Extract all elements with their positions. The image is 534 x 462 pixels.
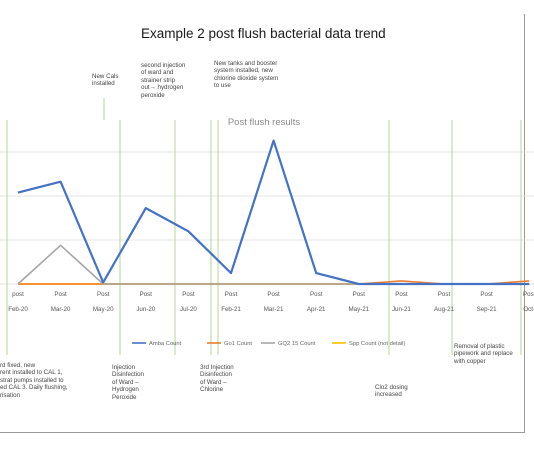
x-tick-label: Jun-20 xyxy=(136,306,155,313)
x-tick-label: Feb-21 xyxy=(221,306,241,313)
x-tick-label: Oct- xyxy=(523,306,534,313)
x-tick-label: Post xyxy=(523,291,534,298)
chart-frame xyxy=(0,14,525,433)
x-tick-label: Post xyxy=(54,291,67,298)
x-axis-ticks: post Feb-20 Post Mar-20 Post May-20 Post Jun-20… xyxy=(8,291,534,313)
bottom-annotation: Removal of plastic pipework and replace … xyxy=(454,343,513,365)
x-tick-label: Post xyxy=(225,291,238,298)
event-markers xyxy=(6,98,522,355)
legend: Amba Count Go1 Count GQ2 15 Count Spp Count… xyxy=(132,341,405,347)
gridlines xyxy=(0,151,534,285)
x-tick-label: Aug-21 xyxy=(434,306,455,313)
x-tick-label: Feb-20 xyxy=(8,306,28,313)
bottom-annotation: Injection Disinfection of Ward – Hydroge… xyxy=(112,364,144,401)
x-tick-label: Post xyxy=(353,291,366,298)
x-tick-label: Mar-21 xyxy=(264,306,284,313)
top-annotation: New Cals installed xyxy=(92,73,119,88)
x-tick-label: May-21 xyxy=(348,306,369,313)
x-tick-label: Post xyxy=(267,291,280,298)
x-tick-label: Apr-21 xyxy=(307,306,326,313)
legend-label: GQ2 15 Count xyxy=(278,341,316,347)
x-tick-label: Mar-20 xyxy=(51,306,71,313)
legend-label: Go1 Count xyxy=(224,341,252,347)
x-tick-label: May-20 xyxy=(93,306,114,313)
series-line-0 xyxy=(17,139,530,286)
bottom-annotation: rd fixed, new rent installed to CAL 1, s… xyxy=(0,362,68,399)
x-tick-label: Post xyxy=(480,291,493,298)
x-tick-label: Jul-20 xyxy=(180,306,197,313)
legend-label: Amba Count xyxy=(149,341,182,347)
legend-label: Spp Count (not detail) xyxy=(349,341,405,347)
x-tick-label: Post xyxy=(97,291,110,298)
x-tick-label: Post xyxy=(182,291,195,298)
bottom-annotation: 3rd Injection Disinfection of Ward – Chl… xyxy=(200,364,234,394)
x-tick-label: post xyxy=(12,291,24,298)
series-lines xyxy=(17,139,530,286)
top-annotation: New tanks and booster system installed, … xyxy=(214,60,279,90)
x-tick-label: Jun-21 xyxy=(392,306,411,313)
chart-title: Example 2 post flush bacterial data tren… xyxy=(141,26,386,41)
x-tick-label: Sep-21 xyxy=(477,306,498,313)
top-annotation: second injection of ward and strainer st… xyxy=(141,62,186,99)
x-tick-label: Post xyxy=(395,291,408,298)
x-tick-label: Post xyxy=(438,291,451,298)
bottom-annotation: Clo2 dosing increased xyxy=(375,384,408,399)
chart-subtitle: Post flush results xyxy=(228,117,301,128)
x-tick-label: Post xyxy=(310,291,323,298)
x-tick-label: Post xyxy=(140,291,153,298)
